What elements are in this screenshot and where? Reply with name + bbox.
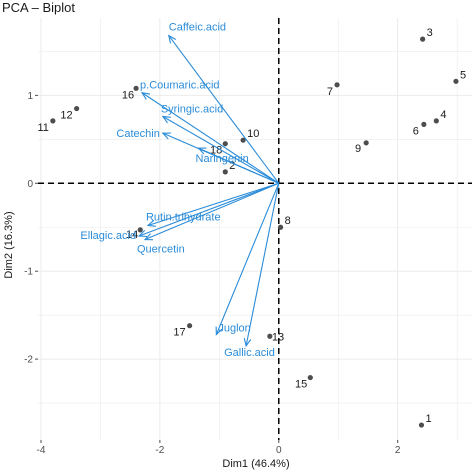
individual-point: [133, 85, 139, 91]
individual-point: [418, 422, 425, 428]
individual-label: 4: [440, 109, 446, 121]
variable-arrowhead: [137, 230, 148, 238]
y-tick-label: -2: [24, 355, 33, 366]
individual-point: [240, 137, 246, 143]
variable-arrow: [162, 115, 280, 184]
individual-point: [307, 374, 313, 381]
variable-arrowhead: [161, 132, 171, 140]
y-tick-label: 0: [27, 179, 33, 190]
x-tick-label: -4: [37, 445, 46, 456]
variable-arrow: [141, 92, 280, 184]
individual-point: [222, 169, 228, 175]
individual-point: [453, 78, 459, 84]
variable-arrowhead: [167, 34, 177, 44]
individual-label: 14: [126, 229, 138, 241]
plot-panel: [38, 18, 472, 440]
individual-label: 5: [460, 69, 466, 81]
variable-arrowhead: [143, 233, 154, 241]
variable-arrow: [144, 182, 279, 241]
individual-point: [187, 323, 193, 329]
individual-point: [363, 140, 369, 146]
individual-label: 2: [229, 160, 235, 172]
individual-label: 1: [425, 413, 431, 425]
individual-label: 16: [122, 89, 134, 101]
individual-label: 7: [327, 86, 333, 98]
variable-arrow: [138, 182, 279, 237]
variable-arrow: [147, 182, 279, 227]
variable-label: Rutin.trihydrate: [146, 211, 221, 223]
variable-label: Juglon: [218, 323, 250, 335]
individual-point: [421, 121, 427, 127]
variable-label: Gallic.acid: [224, 347, 275, 359]
variable-label: Caffeic.acid: [169, 22, 226, 34]
individual-point: [267, 333, 273, 339]
x-tick-label: 0: [276, 445, 282, 456]
individual-label: 9: [355, 143, 361, 155]
variable-arrowhead: [197, 147, 207, 155]
variable-arrow: [168, 35, 280, 184]
individual-label: 3: [427, 27, 433, 39]
x-axis-label: Dim1 (46.4%): [222, 458, 289, 470]
individual-point: [137, 227, 143, 233]
variable-arrowhead: [215, 326, 223, 336]
y-tick-label: -1: [24, 267, 33, 278]
y-axis-label: Dim2 (16.3%): [3, 211, 15, 278]
variable-label: Catechin: [116, 128, 159, 140]
individual-label: 8: [285, 215, 291, 227]
variable-arrowhead: [243, 338, 252, 348]
variable-label: Syringic.acid: [161, 103, 223, 115]
individual-point: [277, 224, 284, 230]
x-tick-label: -2: [155, 445, 164, 456]
individual-point: [74, 105, 80, 112]
individual-point: [433, 118, 439, 124]
individual-label: 15: [295, 379, 307, 391]
variable-arrowhead: [140, 91, 151, 100]
variable-arrow: [198, 147, 280, 184]
variable-label: p.Coumaric.acid: [140, 80, 219, 92]
variable-arrow: [215, 183, 280, 335]
individual-label: 17: [173, 327, 185, 339]
variable-label: Naringenin: [196, 153, 249, 165]
variable-arrow: [245, 183, 280, 347]
individual-label: 11: [37, 122, 48, 134]
chart-title: PCA – Biplot: [2, 0, 75, 15]
individual-point: [334, 82, 340, 88]
variable-arrowhead: [161, 115, 171, 124]
variable-arrowhead: [146, 219, 156, 227]
y-tick-label: 1: [27, 91, 33, 102]
individual-label: 18: [210, 145, 222, 157]
individual-point: [420, 36, 426, 42]
individual-point: [50, 118, 56, 124]
individual-label: 6: [413, 125, 419, 137]
variable-label: Quercetin: [137, 244, 185, 256]
x-tick-label: 2: [395, 445, 401, 456]
individual-label: 10: [247, 128, 259, 140]
plot-area: -4 -2 0 2-2-101123456789101112131415161718C…: [24, 18, 472, 456]
variable-label: Ellagic.acid: [80, 230, 136, 242]
individual-label: 13: [272, 331, 284, 343]
individual-point: [222, 141, 228, 147]
individual-label: 12: [60, 110, 72, 122]
